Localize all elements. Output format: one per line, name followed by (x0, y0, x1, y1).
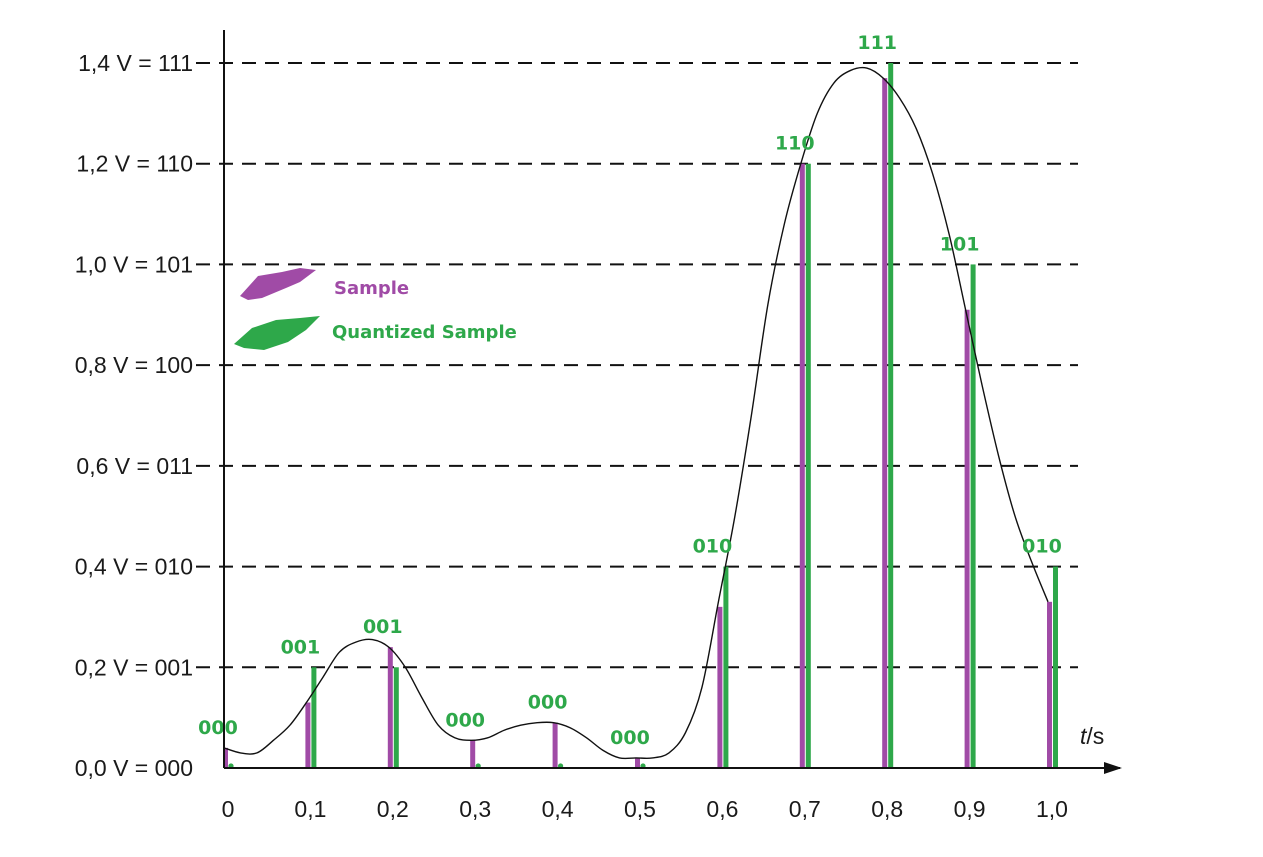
y-tick-label: 0,2 V = 001 (75, 654, 193, 680)
quantized-code-label: 001 (363, 616, 403, 638)
y-tick-label: 1,4 V = 111 (78, 50, 193, 76)
quantized-bar (1053, 566, 1058, 768)
sample-bar (799, 163, 805, 768)
quantized-code-label: 000 (610, 727, 650, 749)
x-tick-label: 0,5 (624, 796, 656, 822)
quantized-bar (723, 566, 729, 768)
x-axis-unit: /s (1086, 723, 1104, 749)
legend-label-quantized: Quantized Sample (332, 322, 517, 343)
sample-bar (882, 78, 888, 769)
x-tick-label: 0 (222, 796, 235, 822)
x-tick-label: 0,7 (789, 796, 821, 822)
sample-bar (223, 747, 228, 768)
quantized-code-label: 101 (940, 233, 980, 255)
quantized-code-label: 001 (281, 636, 321, 658)
quantized-code-label: 010 (1022, 536, 1062, 558)
x-axis-tick-labels: 0 0,1 0,2 0,3 0,4 0,5 0,6 0,7 0,8 0,9 1,0 (222, 796, 1068, 822)
quantized-bar (970, 264, 976, 768)
quantized-code-label: 000 (445, 709, 485, 731)
quantized-bar (805, 163, 811, 768)
quantized-code-label: 110 (775, 133, 815, 155)
grid-lines (196, 62, 1078, 669)
quantized-code-labels: 000 001 001 000 000 000 010 110 111 101 010 (198, 32, 1062, 749)
x-axis-variable: t (1080, 723, 1088, 749)
sample-bar (552, 722, 558, 768)
legend-item-sample: Sample (240, 268, 409, 300)
legend-label-sample: Sample (334, 278, 409, 299)
x-axis-unit-label: t/s (1080, 723, 1104, 749)
legend-item-quantized: Quantized Sample (234, 316, 517, 350)
quantized-bar (311, 667, 317, 768)
x-tick-label: 0,9 (954, 796, 986, 822)
quantized-code-label: 000 (528, 692, 568, 714)
sample-bar (387, 647, 393, 768)
legend-swatch-sample (240, 268, 316, 300)
y-tick-label: 0,4 V = 010 (75, 554, 193, 580)
y-tick-label: 0,6 V = 011 (76, 453, 193, 479)
quantized-bar (393, 667, 399, 768)
sample-bar (470, 740, 476, 768)
x-tick-label: 0,3 (459, 796, 491, 822)
signal-curve (223, 66, 1049, 760)
y-axis-tick-labels: 0,0 V = 000 0,2 V = 001 0,4 V = 010 0,6 V =… (75, 50, 193, 781)
quantized-code-label: 111 (857, 32, 897, 54)
bar-series (223, 63, 1058, 769)
quantized-bar (888, 63, 894, 768)
sample-bar (717, 606, 723, 768)
x-tick-label: 0,1 (294, 796, 326, 822)
y-tick-label: 0,8 V = 100 (75, 352, 193, 378)
x-tick-label: 0,6 (706, 796, 738, 822)
legend-swatch-quantized (234, 316, 320, 350)
x-tick-label: 0,2 (377, 796, 409, 822)
x-tick-label: 0,4 (542, 796, 574, 822)
x-tick-label: 0,8 (871, 796, 903, 822)
y-tick-label: 1,0 V = 101 (75, 251, 193, 277)
sample-bar (305, 702, 311, 768)
quantized-code-label: 010 (693, 536, 733, 558)
y-tick-label: 1,2 V = 110 (76, 151, 193, 177)
sample-bar (1047, 601, 1052, 768)
sample-bar (964, 309, 970, 768)
quantized-code-label: 000 (198, 717, 238, 739)
sample-bar (635, 757, 640, 768)
legend: Sample Quantized Sample (234, 268, 517, 350)
y-tick-label: 0,0 V = 000 (75, 755, 193, 781)
x-tick-label: 1,0 (1036, 796, 1068, 822)
